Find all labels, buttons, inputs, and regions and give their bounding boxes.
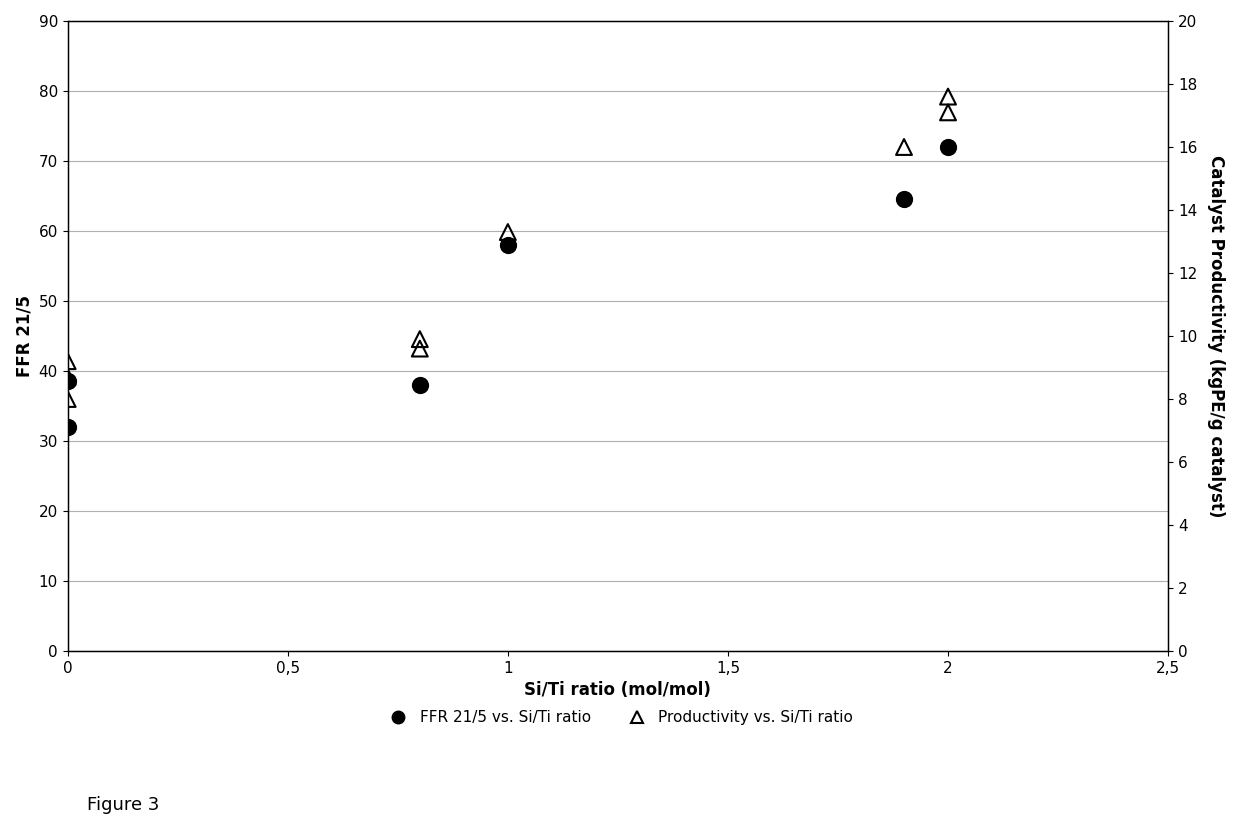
Text: Figure 3: Figure 3 <box>87 796 159 814</box>
Productivity vs. Si/Ti ratio <box>498 225 518 238</box>
Productivity vs. Si/Ti ratio <box>939 90 959 103</box>
FFR 21/5 vs. Si/Ti ratio <box>939 140 959 154</box>
Productivity vs. Si/Ti ratio <box>410 332 430 346</box>
FFR 21/5 vs. Si/Ti ratio <box>58 420 78 434</box>
Productivity vs. Si/Ti ratio <box>58 355 78 368</box>
Productivity vs. Si/Ti ratio <box>58 371 78 384</box>
FFR 21/5 vs. Si/Ti ratio <box>410 378 430 391</box>
X-axis label: Si/Ti ratio (mol/mol): Si/Ti ratio (mol/mol) <box>525 681 712 699</box>
FFR 21/5 vs. Si/Ti ratio <box>894 193 914 206</box>
Productivity vs. Si/Ti ratio <box>58 392 78 406</box>
FFR 21/5 vs. Si/Ti ratio <box>58 375 78 388</box>
Productivity vs. Si/Ti ratio <box>894 140 914 154</box>
Legend: FFR 21/5 vs. Si/Ti ratio, Productivity vs. Si/Ti ratio: FFR 21/5 vs. Si/Ti ratio, Productivity v… <box>377 705 859 731</box>
FFR 21/5 vs. Si/Ti ratio <box>498 238 518 252</box>
Productivity vs. Si/Ti ratio <box>410 342 430 355</box>
Y-axis label: Catalyst Productivity (kgPE/g catalyst): Catalyst Productivity (kgPE/g catalyst) <box>1207 155 1225 517</box>
Y-axis label: FFR 21/5: FFR 21/5 <box>15 295 33 377</box>
Productivity vs. Si/Ti ratio <box>939 106 959 119</box>
